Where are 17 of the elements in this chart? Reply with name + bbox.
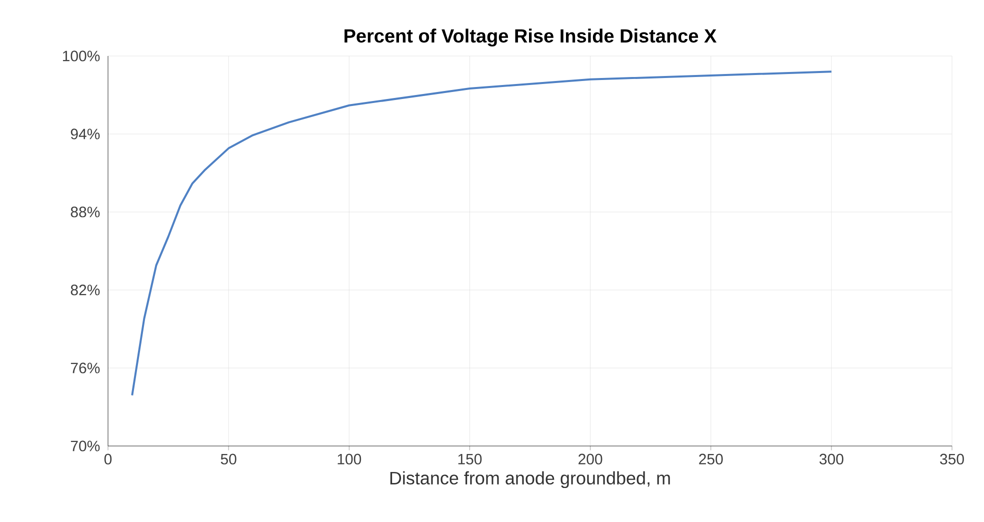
x-tick-label: 0 <box>104 454 112 464</box>
y-tick-label: 88% <box>70 206 100 218</box>
x-tick-label: 350 <box>940 454 964 464</box>
y-tick-label: 70% <box>70 440 100 452</box>
x-tick-label: 150 <box>458 454 482 464</box>
line-series <box>131 70 832 396</box>
x-tick-label: 300 <box>819 454 844 464</box>
x-tick-label: 100 <box>338 454 362 464</box>
y-tick-label: 94% <box>70 128 100 140</box>
x-tick-label: 250 <box>699 454 723 464</box>
x-axis-title: Distance from anode groundbed, m <box>390 471 670 488</box>
y-tick-label: 82% <box>70 284 100 296</box>
chart-title: Percent of Voltage Rise Inside Distance X <box>344 28 717 46</box>
y-tick-label: 100% <box>62 50 100 62</box>
x-tick-label: 50 <box>220 454 236 464</box>
x-tick-label: 200 <box>578 454 602 464</box>
y-tick-label: 76% <box>70 362 100 374</box>
